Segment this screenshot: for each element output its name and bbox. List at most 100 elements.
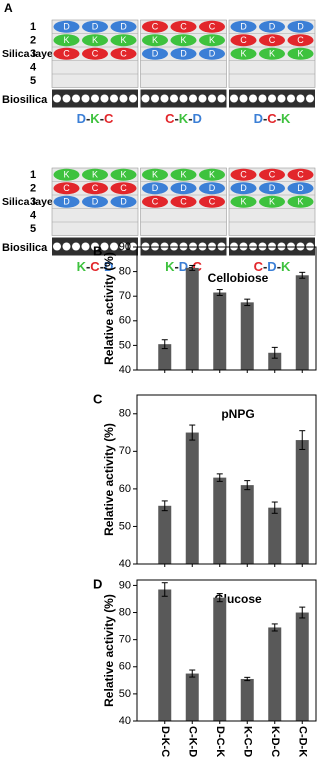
enzyme (53, 195, 80, 208)
bar (158, 505, 172, 564)
diagram-caption: K-C-D (77, 259, 114, 274)
enzyme-letter: D (120, 22, 127, 32)
x-tick-label: K-C-D (241, 726, 253, 757)
diagram-caption: C-D-K (254, 259, 291, 274)
enzyme (230, 182, 257, 195)
enzyme-letter: D (63, 197, 70, 207)
enzyme (230, 47, 257, 60)
enzyme-letter: K (269, 49, 275, 59)
pore (91, 242, 99, 251)
enzyme (259, 20, 285, 33)
axis-title: Silica layer (2, 196, 57, 208)
pore (119, 94, 128, 103)
enzyme (82, 34, 108, 47)
error-bar (189, 669, 196, 678)
error-bar (189, 264, 196, 271)
bar (213, 477, 227, 564)
enzyme-letter: D (209, 183, 216, 193)
enzyme (82, 195, 108, 208)
enzyme (199, 34, 225, 47)
pore (208, 94, 216, 103)
pore (81, 94, 90, 103)
pore (268, 94, 276, 103)
error-bar (216, 473, 223, 482)
bar (240, 485, 254, 564)
pore (249, 94, 257, 103)
bar (295, 612, 309, 721)
enzyme (287, 168, 314, 181)
plot-frame (136, 394, 317, 565)
pore (179, 94, 188, 103)
enzyme (53, 20, 80, 33)
enzyme (230, 168, 257, 181)
enzyme (287, 47, 314, 60)
chart-title: Cellobiose (208, 271, 269, 285)
error-bar (299, 271, 306, 279)
enzyme-letter: K (63, 170, 69, 180)
enzyme-letter: D (120, 197, 127, 207)
enzyme-letter: D (297, 183, 304, 193)
enzyme-letter: K (240, 49, 246, 59)
enzyme-letter: C (92, 49, 99, 59)
pore (110, 94, 118, 103)
enzyme (142, 34, 168, 47)
error-bar (271, 501, 278, 514)
enzyme (170, 47, 197, 60)
enzyme-letter: C (180, 22, 187, 32)
error-bar (161, 582, 168, 597)
enzyme-letter: C (92, 183, 99, 193)
y-tick-label: 80 (119, 266, 131, 278)
error-bar (216, 593, 223, 603)
enzyme (199, 168, 225, 181)
error-bar (161, 500, 168, 512)
error-bar (189, 424, 196, 441)
bar (185, 432, 199, 564)
enzyme-letter: K (120, 35, 126, 45)
pore (258, 94, 267, 103)
pore (53, 242, 61, 251)
panel-label: D (93, 576, 102, 591)
pore (217, 94, 226, 103)
diagram-caption: D-C-K (254, 111, 291, 126)
bar (295, 275, 309, 370)
pore (151, 94, 159, 103)
y-tick-label: 60 (119, 661, 131, 673)
enzyme (142, 195, 168, 208)
enzyme (230, 195, 257, 208)
enzyme-letter: C (63, 49, 70, 59)
pore (306, 94, 314, 103)
enzyme-letter: C (180, 197, 187, 207)
enzyme (287, 34, 314, 47)
bar (185, 673, 199, 721)
bar (295, 440, 309, 564)
enzyme-letter: D (240, 183, 247, 193)
enzyme-letter: D (180, 49, 187, 59)
enzyme (110, 182, 137, 195)
enzyme (53, 34, 80, 47)
y-tick-label: 40 (119, 558, 131, 570)
enzyme (259, 34, 285, 47)
pore (170, 94, 178, 103)
layer-number: 2 (30, 34, 36, 46)
y-tick-label: 80 (119, 408, 131, 420)
enzyme (53, 47, 80, 60)
bar (268, 352, 282, 370)
enzyme (259, 47, 285, 60)
enzyme-letter: C (120, 49, 127, 59)
enzyme (82, 47, 108, 60)
enzyme-letter: K (152, 35, 158, 45)
enzyme (53, 168, 80, 181)
enzyme (82, 182, 108, 195)
enzyme (170, 195, 197, 208)
enzyme (110, 20, 137, 33)
bar (213, 597, 227, 721)
enzyme (142, 182, 168, 195)
pore (239, 94, 248, 103)
error-bar (299, 606, 306, 619)
error-bar (161, 339, 168, 350)
layer-number: 3 (30, 48, 36, 60)
y-tick-label: 70 (119, 445, 131, 457)
enzyme-letter: D (297, 22, 304, 32)
enzyme-letter: C (152, 197, 159, 207)
